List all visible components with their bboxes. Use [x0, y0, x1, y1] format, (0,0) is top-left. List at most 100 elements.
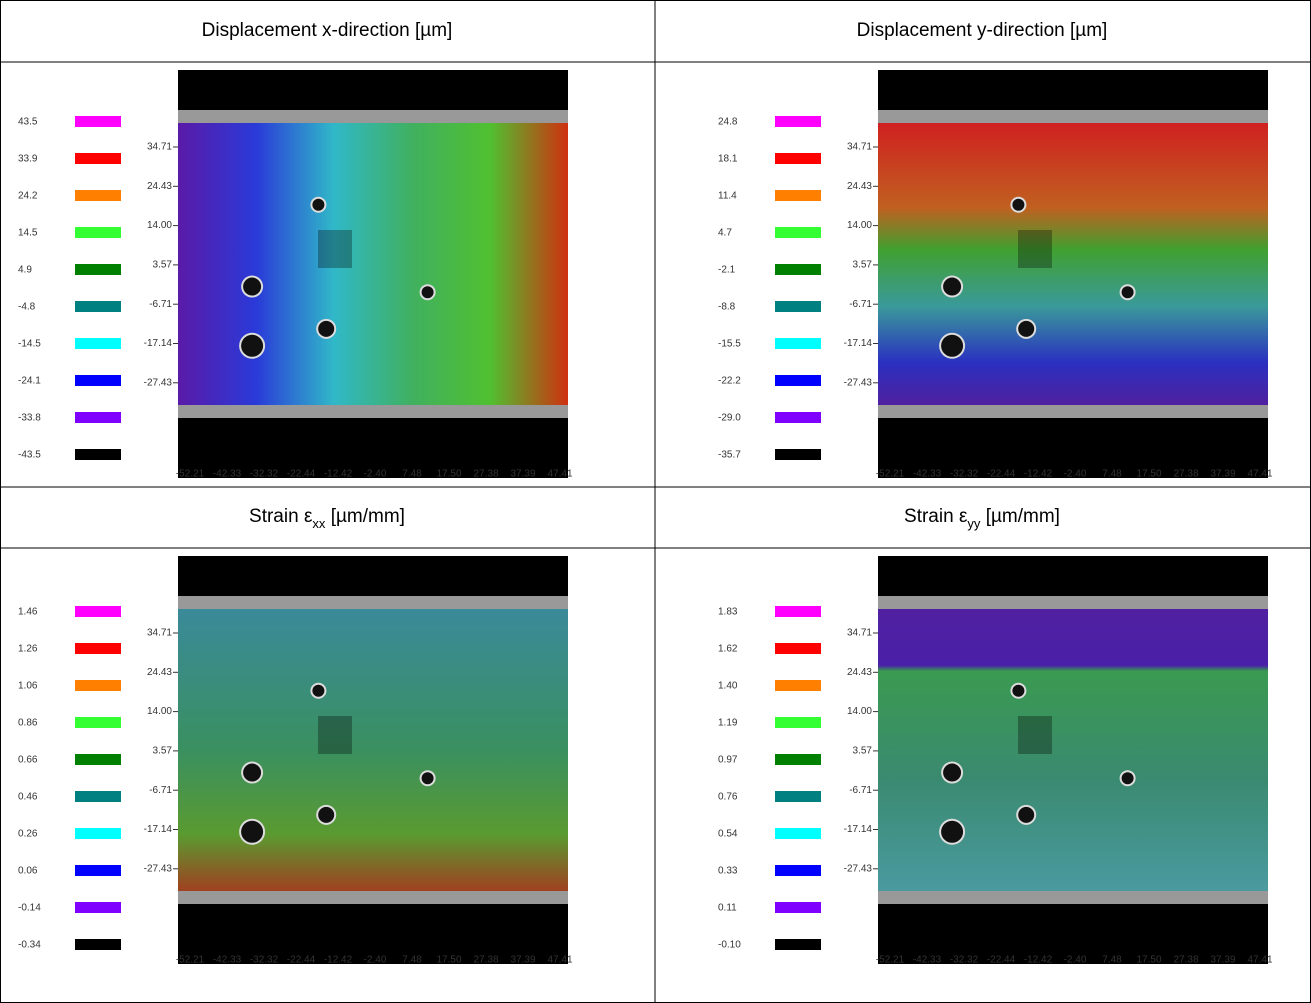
hole	[1018, 807, 1034, 823]
image-black-top	[178, 70, 568, 110]
panel-title: Displacement y-direction [µm]	[857, 20, 1108, 41]
y-tick-label: 34.71	[147, 142, 172, 153]
figure: Displacement x-direction [µm]43.533.924.…	[0, 0, 1311, 1003]
legend-swatch	[775, 939, 821, 950]
legend-label: 0.06	[18, 866, 38, 877]
legend-swatch	[75, 606, 121, 617]
image-black-top	[878, 556, 1268, 596]
field	[178, 123, 568, 405]
y-tick-label: -6.71	[849, 299, 872, 310]
title-part: Strain ε	[249, 506, 313, 527]
y-tick-label: 24.43	[847, 181, 872, 192]
x-tick-label: 47.41	[1247, 955, 1272, 966]
legend-swatch	[75, 116, 121, 127]
y-tick-label: 3.57	[153, 746, 173, 757]
y-tick-label: -6.71	[849, 785, 872, 796]
legend-label: -2.1	[718, 265, 736, 276]
legend-swatch	[75, 301, 121, 312]
x-tick-label: -22.44	[287, 469, 316, 480]
image-strip	[178, 110, 568, 123]
x-tick-label: -32.32	[250, 469, 279, 480]
y-tick-label: 14.00	[847, 706, 872, 717]
legend-swatch	[775, 227, 821, 238]
legend-swatch	[775, 264, 821, 275]
x-tick-label: 27.38	[1173, 955, 1198, 966]
legend-label: -35.7	[718, 450, 741, 461]
x-tick-label: 47.41	[547, 955, 572, 966]
legend-label: 1.62	[718, 644, 738, 655]
legend-swatch	[775, 643, 821, 654]
image-black-top	[878, 70, 1268, 110]
y-tick-label: 34.71	[847, 628, 872, 639]
legend-label: 14.5	[18, 228, 38, 239]
legend-swatch	[775, 116, 821, 127]
legend-label: 33.9	[18, 154, 38, 165]
legend-swatch	[775, 338, 821, 349]
x-tick-label: 37.39	[510, 469, 535, 480]
legend-swatch	[775, 828, 821, 839]
legend-swatch	[775, 375, 821, 386]
legend-label: 0.11	[718, 903, 737, 914]
legend-swatch	[75, 375, 121, 386]
x-tick-label: 37.39	[1210, 955, 1235, 966]
y-tick-label: 34.71	[147, 628, 172, 639]
hole	[1122, 772, 1134, 784]
legend-label: -4.8	[18, 302, 36, 313]
y-tick-label: -17.14	[144, 824, 173, 835]
legend-label: 0.86	[18, 718, 38, 729]
y-tick-label: -6.71	[149, 299, 172, 310]
legend-swatch	[75, 643, 121, 654]
legend-label: 1.83	[718, 607, 738, 618]
hole	[312, 685, 324, 697]
x-tick-label: -32.32	[950, 469, 979, 480]
legend-label: -22.2	[718, 376, 741, 387]
y-tick-label: -17.14	[844, 338, 873, 349]
legend-swatch	[75, 412, 121, 423]
x-tick-label: -52.21	[176, 955, 205, 966]
legend-label: 43.5	[18, 117, 38, 128]
title-part: yy	[967, 516, 981, 531]
x-tick-label: -42.33	[913, 469, 942, 480]
chip	[1018, 230, 1052, 268]
chip	[318, 230, 352, 268]
legend-label: 1.46	[18, 607, 38, 618]
legend-label: 1.06	[18, 681, 38, 692]
page: Displacement x-direction [µm]43.533.924.…	[0, 0, 1311, 1003]
legend-label: -14.5	[18, 339, 41, 350]
legend-swatch	[75, 865, 121, 876]
title-part: Strain ε	[904, 506, 968, 527]
legend-swatch	[75, 153, 121, 164]
x-tick-label: 7.48	[402, 469, 422, 480]
x-tick-label: -32.32	[950, 955, 979, 966]
field	[878, 609, 1268, 891]
image-strip	[178, 596, 568, 609]
legend-swatch	[75, 680, 121, 691]
legend-swatch	[75, 717, 121, 728]
x-tick-label: 47.41	[1247, 469, 1272, 480]
legend-label: -29.0	[718, 413, 741, 424]
y-tick-label: -6.71	[149, 785, 172, 796]
hole	[243, 278, 261, 296]
hole	[243, 764, 261, 782]
legend-swatch	[775, 754, 821, 765]
legend-label: 1.40	[718, 681, 738, 692]
legend-label: -8.8	[718, 302, 736, 313]
hole	[422, 286, 434, 298]
image-strip	[178, 405, 568, 418]
hole	[422, 772, 434, 784]
legend-label: -15.5	[718, 339, 741, 350]
x-tick-label: -52.21	[876, 469, 905, 480]
legend-swatch	[75, 902, 121, 913]
y-tick-label: 14.00	[147, 220, 172, 231]
legend-label: 1.26	[18, 644, 38, 655]
title-part: [µm/mm]	[325, 506, 405, 527]
legend-label: 11.4	[718, 191, 737, 202]
legend-swatch	[775, 791, 821, 802]
x-tick-label: 17.50	[436, 955, 461, 966]
x-tick-label: -22.44	[987, 955, 1016, 966]
legend-swatch	[775, 301, 821, 312]
x-tick-label: -2.40	[364, 955, 387, 966]
legend-label: 0.46	[18, 792, 38, 803]
x-tick-label: -2.40	[1064, 469, 1087, 480]
legend-label: -0.14	[18, 903, 41, 914]
